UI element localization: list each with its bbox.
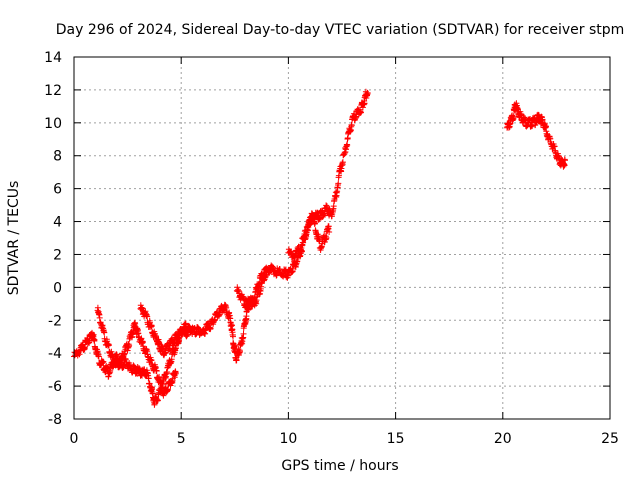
data-point <box>91 336 98 343</box>
data-point <box>230 333 236 340</box>
data-series <box>71 88 568 408</box>
data-series-group <box>285 210 333 262</box>
data-point <box>211 317 218 324</box>
x-tick-label: 25 <box>601 431 619 447</box>
x-tick-label: 0 <box>70 431 79 447</box>
y-tick-label: -2 <box>48 313 62 329</box>
data-point <box>101 329 108 336</box>
data-point <box>153 368 160 374</box>
data-point <box>126 342 133 349</box>
data-point <box>529 122 536 129</box>
data-point <box>176 335 183 342</box>
data-point <box>223 304 230 311</box>
data-point <box>114 358 121 365</box>
data-point <box>186 325 193 332</box>
data-point <box>105 342 112 349</box>
data-point <box>256 280 263 287</box>
data-point <box>166 345 173 352</box>
data-point <box>82 344 88 350</box>
y-tick-label: 4 <box>53 215 62 231</box>
data-point <box>361 100 368 107</box>
data-point <box>252 294 258 301</box>
y-tick-label: 10 <box>44 116 62 132</box>
data-point <box>510 113 517 120</box>
data-point <box>207 325 214 332</box>
x-tick-label: 15 <box>387 431 405 447</box>
x-tick-label: 20 <box>494 431 512 447</box>
data-point <box>344 142 351 148</box>
y-axis-label: SDTVAR / TECUs <box>6 181 22 296</box>
data-point <box>263 264 270 271</box>
data-point <box>172 370 179 377</box>
data-point <box>339 159 346 166</box>
y-tick-label: 0 <box>53 280 62 296</box>
data-series-group <box>94 304 179 399</box>
data-point <box>358 109 364 116</box>
data-point <box>298 242 305 249</box>
data-point <box>233 357 240 364</box>
data-point <box>312 220 318 227</box>
data-point <box>533 119 540 126</box>
data-point <box>364 90 371 97</box>
x-axis-label: GPS time / hours <box>281 458 398 474</box>
grid-lines <box>74 57 610 419</box>
data-point <box>240 330 247 337</box>
y-tick-label: 2 <box>53 247 62 263</box>
y-tick-label: 14 <box>44 50 62 66</box>
data-point <box>305 224 312 230</box>
data-point <box>156 339 163 346</box>
data-series-group <box>504 100 568 170</box>
data-point <box>348 122 355 129</box>
data-point <box>237 348 243 355</box>
data-point <box>117 361 124 368</box>
data-point <box>100 358 107 365</box>
data-point <box>95 353 102 360</box>
data-series-group <box>137 302 193 359</box>
data-point <box>323 234 330 241</box>
data-point <box>145 375 152 382</box>
chart-title: Day 296 of 2024, Sidereal Day-to-day VTE… <box>56 22 625 38</box>
data-point <box>148 323 155 330</box>
data-point <box>144 313 151 320</box>
y-tick-label: 6 <box>53 182 62 198</box>
y-tick-label: -8 <box>48 412 62 428</box>
data-point <box>335 180 342 187</box>
data-point <box>324 203 330 210</box>
axis-ticks: 0 5 10 15 20 25 -8 -6 -4 -2 0 2 4 6 8 10 12 14 <box>44 50 619 447</box>
y-tick-label: -6 <box>48 379 62 395</box>
y-tick-label: 8 <box>53 149 62 165</box>
data-point <box>325 223 332 230</box>
data-point <box>518 111 525 117</box>
data-point <box>561 162 568 169</box>
data-point <box>242 303 249 310</box>
y-tick-label: -4 <box>48 346 62 362</box>
data-point <box>165 386 171 393</box>
x-tick-label: 10 <box>279 431 297 447</box>
data-point <box>289 268 296 274</box>
y-tick-label: 12 <box>44 83 62 99</box>
data-point <box>326 229 333 235</box>
x-tick-label: 5 <box>177 431 186 447</box>
data-point <box>154 397 161 404</box>
data-point <box>562 157 568 164</box>
data-point <box>107 368 114 375</box>
data-point <box>160 392 167 399</box>
data-point <box>264 271 270 278</box>
data-series-group <box>233 264 270 311</box>
plot-frame <box>73 56 611 420</box>
